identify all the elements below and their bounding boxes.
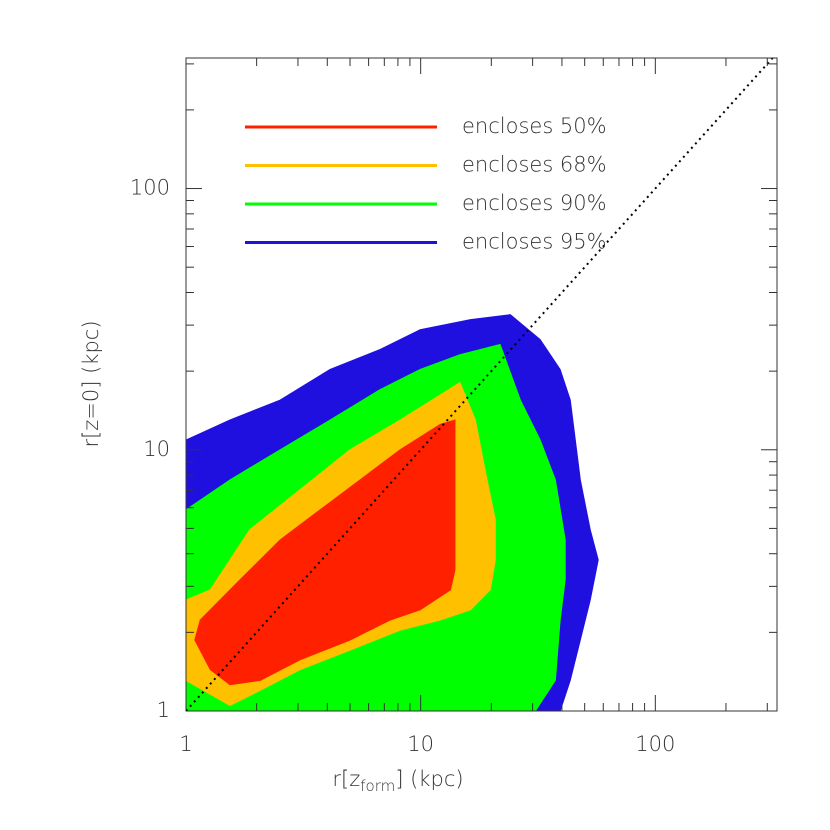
plot-frame (185, 57, 778, 712)
x-axis-label: r[zform] (kpc) (332, 767, 463, 795)
y-axis-label: r[z=0] (kpc) (79, 320, 103, 447)
reference-line (186, 58, 774, 711)
y-tick-label: 100 (130, 176, 170, 200)
y-tick-label: 1 (157, 698, 170, 722)
legend-label: encloses 50% (462, 114, 607, 138)
contour-region (194, 419, 456, 686)
y-tick-label: 10 (143, 437, 170, 461)
x-tick-label: 10 (407, 732, 434, 756)
legend-label: encloses 95% (462, 230, 607, 254)
x-tick-label: 100 (635, 732, 675, 756)
contours (186, 314, 599, 711)
legend-label: encloses 90% (462, 191, 607, 215)
legend-label: encloses 68% (462, 153, 607, 177)
x-tick-label: 1 (179, 732, 192, 756)
